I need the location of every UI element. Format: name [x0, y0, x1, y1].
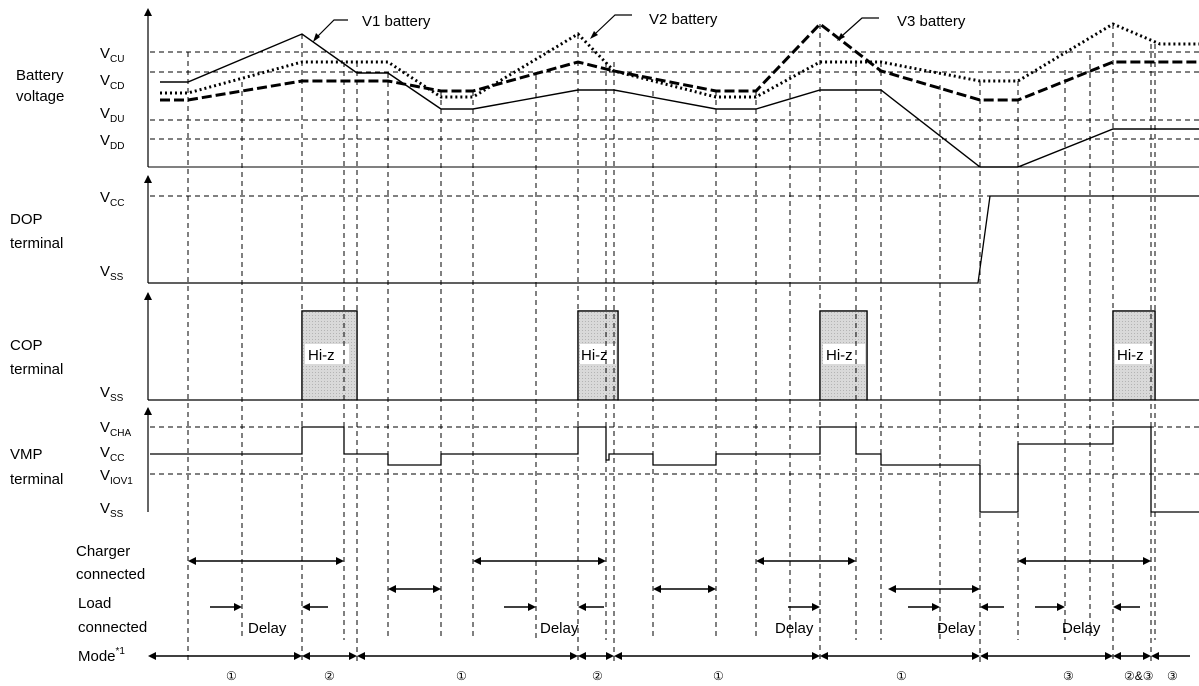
charger-span-2	[473, 557, 606, 565]
level-label-vdd: VDD	[100, 132, 124, 152]
timing-markers	[187, 24, 1156, 662]
vmp-trace	[150, 426, 1199, 513]
delay-label-3: Delay	[775, 620, 814, 637]
delay-arrows-5	[1035, 603, 1140, 611]
vmp-row-label-line1: VMP	[10, 446, 43, 463]
cop-row-label-line2: terminal	[10, 361, 63, 378]
level-label-vdu: VDU	[100, 105, 124, 125]
level-label-viov1: VIOV1	[100, 467, 133, 487]
cop-panel: COP terminal VSS Hi-z Hi-z Hi-z Hi-z	[10, 292, 1199, 404]
charger-connected-row: Charger connected	[76, 543, 1151, 583]
hiz-label-4: Hi-z	[1117, 347, 1144, 364]
level-label-vcha: VCHA	[100, 419, 131, 439]
battery-row-label-line2: voltage	[16, 88, 64, 105]
delay-label-2: Delay	[540, 620, 579, 637]
battery-voltage-panel: Battery voltage VCU VCD VDU VDD V1 batte…	[16, 8, 1199, 168]
dop-trace	[148, 195, 1199, 284]
mode-span-9	[1151, 652, 1190, 660]
v1-battery-trace	[160, 33, 1199, 168]
battery-row-label-line1: Battery	[16, 67, 64, 84]
hiz-label-2: Hi-z	[581, 347, 608, 364]
level-label-cop-vss: VSS	[100, 384, 124, 404]
level-label-vmp-vcc: VCC	[100, 444, 124, 464]
mode-span-5	[614, 652, 820, 660]
charger-span-4	[1018, 557, 1151, 565]
mode-span-6	[820, 652, 980, 660]
dop-row-label-line1: DOP	[10, 211, 43, 228]
delay-arrows-1	[210, 603, 328, 611]
mode-span-2	[302, 652, 357, 660]
mode-row-label: Mode*1	[78, 646, 125, 665]
mode-marker-3: ①	[456, 669, 467, 683]
callout-v3-label: V3 battery	[897, 13, 966, 30]
vmp-row-label-line2: terminal	[10, 471, 63, 488]
callout-v2-label: V2 battery	[649, 11, 718, 28]
delay-arrows-2	[504, 603, 604, 611]
charger-span-3	[756, 557, 856, 565]
mode-marker-1: ①	[226, 669, 237, 683]
callout-v1-battery: V1 battery	[313, 13, 431, 42]
load-span-1	[388, 585, 441, 593]
load-row-label-line1: Load	[78, 595, 111, 612]
delay-label-5: Delay	[1062, 620, 1101, 637]
mode-span-3	[357, 652, 578, 660]
level-label-vcu: VCU	[100, 45, 124, 65]
charger-row-label-line1: Charger	[76, 543, 130, 560]
load-row-label-line2: connected	[78, 619, 147, 636]
load-span-3	[888, 585, 980, 593]
mode-marker-9: ③	[1167, 669, 1178, 683]
level-label-dop-vcc: VCC	[100, 189, 124, 209]
callout-v2-battery: V2 battery	[590, 11, 718, 39]
v3-battery-trace	[160, 21, 1199, 102]
mode-span-4	[578, 652, 614, 660]
delay-arrows-4	[908, 603, 1004, 611]
load-span-2	[653, 585, 716, 593]
mode-span-1	[148, 652, 302, 660]
dop-axis-arrow	[144, 175, 152, 183]
mode-marker-5: ①	[713, 669, 724, 683]
v2-battery-trace	[160, 22, 1199, 99]
charger-row-label-line2: connected	[76, 566, 145, 583]
mode-marker-2: ②	[324, 669, 335, 683]
mode-marker-7: ③	[1063, 669, 1074, 683]
charger-span-1	[188, 557, 344, 565]
battery-axis-arrow	[144, 8, 152, 16]
hiz-label-3: Hi-z	[826, 347, 853, 364]
level-label-dop-vss: VSS	[100, 263, 124, 283]
mode-span-7	[980, 652, 1113, 660]
dop-row-label-line2: terminal	[10, 235, 63, 252]
delay-label-4: Delay	[937, 620, 976, 637]
callout-v3-battery: V3 battery	[837, 13, 966, 41]
delay-label-1: Delay	[248, 620, 287, 637]
hiz-label-1: Hi-z	[308, 347, 335, 364]
level-label-vmp-vss: VSS	[100, 500, 124, 520]
mode-row: Mode*1	[78, 646, 1190, 683]
level-label-vcd: VCD	[100, 72, 124, 92]
dop-panel: DOP terminal VCC VSS	[10, 175, 1199, 284]
cop-row-label-line1: COP	[10, 337, 43, 354]
mode-marker-6: ①	[896, 669, 907, 683]
load-connected-row: Load connected	[78, 585, 1140, 637]
callout-v1-label: V1 battery	[362, 13, 431, 30]
vmp-axis-arrow	[144, 407, 152, 415]
cop-axis-arrow	[144, 292, 152, 300]
mode-span-8	[1113, 652, 1151, 660]
mode-marker-8: ②&③	[1124, 669, 1154, 683]
delay-arrows-3	[788, 603, 820, 611]
mode-marker-4: ②	[592, 669, 603, 683]
